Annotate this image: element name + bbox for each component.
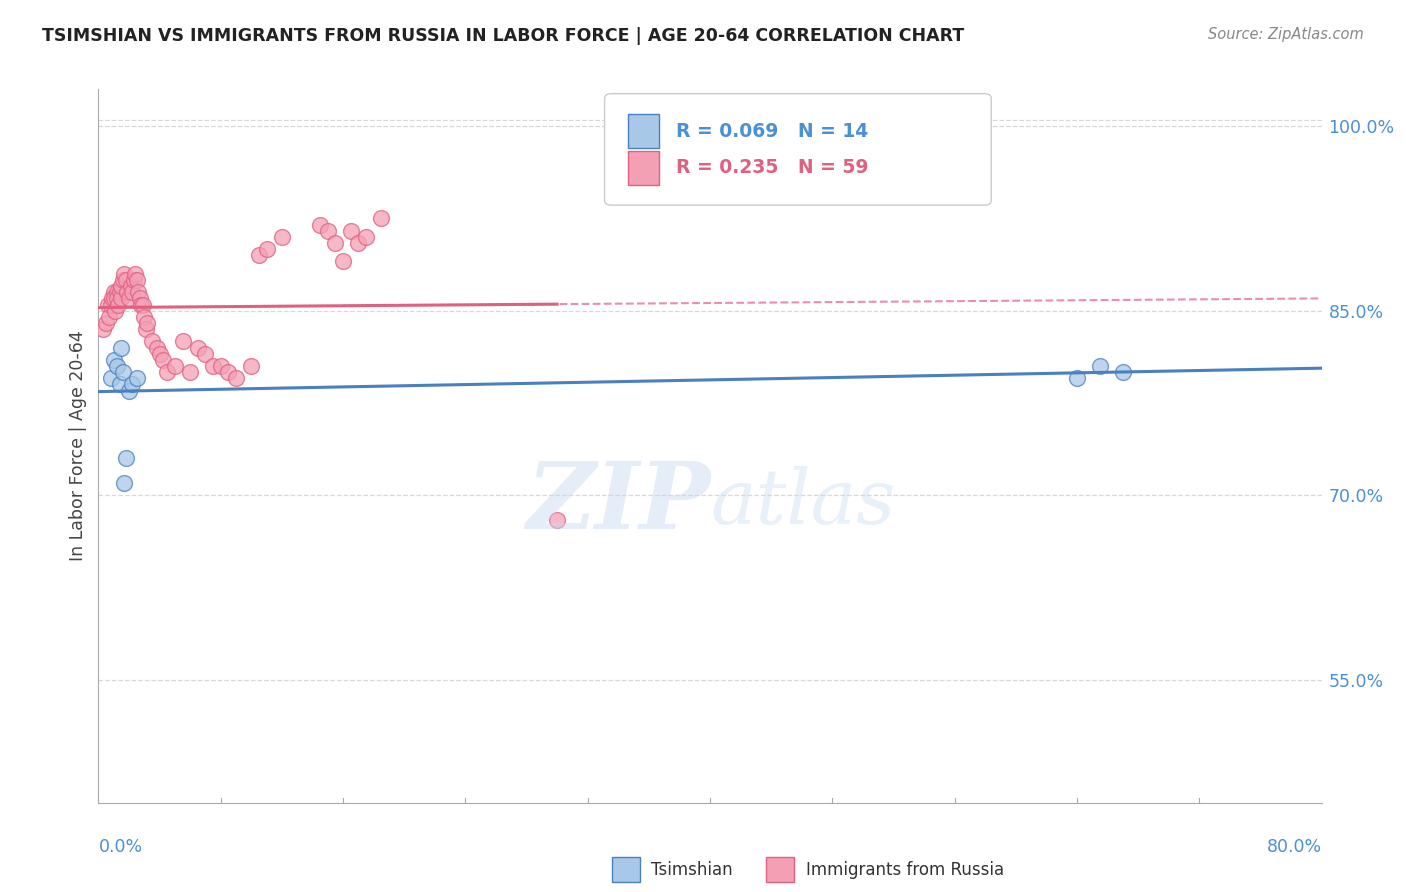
Point [247,248,270,262]
Point [163,359,186,373]
Point [118,291,141,305]
Point [152,352,174,367]
Point [270,230,294,244]
Point [141,334,163,349]
Point [103,285,125,300]
Point [217,365,239,379]
Point [122,273,145,287]
Point [332,254,354,268]
Point [118,384,141,398]
Point [194,347,217,361]
Point [354,230,377,244]
Point [98,310,121,324]
Point [125,371,148,385]
Point [347,235,370,250]
Point [134,310,156,324]
Point [128,291,150,305]
Point [121,285,143,300]
Point [370,211,392,226]
Point [108,285,131,300]
Point [105,291,128,305]
Point [129,297,152,311]
Point [1112,365,1135,379]
Point [103,291,125,305]
Point [132,297,155,311]
Text: 80.0%: 80.0% [1267,838,1322,856]
Point [112,475,135,490]
Text: R = 0.235   N = 59: R = 0.235 N = 59 [676,158,869,178]
Point [339,224,361,238]
Point [209,359,232,373]
Text: Tsimshian: Tsimshian [651,861,733,879]
Point [136,316,159,330]
Point [100,297,122,311]
Point [156,365,179,379]
Text: ZIP: ZIP [526,458,710,548]
Point [240,359,263,373]
Point [108,377,131,392]
Point [309,218,332,232]
Point [124,267,146,281]
Point [325,235,347,250]
Point [111,273,134,287]
Text: R = 0.069   N = 14: R = 0.069 N = 14 [676,121,869,141]
Point [115,273,138,287]
Point [125,273,148,287]
Point [172,334,194,349]
Point [91,322,114,336]
Point [112,267,135,281]
Point [104,303,127,318]
Point [145,341,167,355]
Point [100,371,122,385]
Point [110,291,132,305]
Text: atlas: atlas [710,467,896,540]
Text: 0.0%: 0.0% [98,838,142,856]
Point [117,285,139,300]
Point [202,359,225,373]
Point [225,371,247,385]
Point [127,285,149,300]
Point [115,451,138,466]
Point [187,341,209,355]
Text: Source: ZipAtlas.com: Source: ZipAtlas.com [1208,27,1364,42]
Point [546,513,568,527]
Point [1066,371,1088,385]
Point [105,359,128,373]
Point [101,291,124,305]
Point [103,352,125,367]
Point [120,279,142,293]
Point [149,347,172,361]
Point [110,341,132,355]
Point [110,279,132,293]
Text: Immigrants from Russia: Immigrants from Russia [806,861,1004,879]
Point [135,322,157,336]
Point [316,224,339,238]
Point [121,377,143,392]
Y-axis label: In Labor Force | Age 20-64: In Labor Force | Age 20-64 [69,331,87,561]
Point [1088,359,1111,373]
Point [97,297,120,311]
Point [105,285,128,300]
Point [94,316,117,330]
Point [256,242,278,256]
Point [179,365,201,379]
Point [111,365,134,379]
Text: TSIMSHIAN VS IMMIGRANTS FROM RUSSIA IN LABOR FORCE | AGE 20-64 CORRELATION CHART: TSIMSHIAN VS IMMIGRANTS FROM RUSSIA IN L… [42,27,965,45]
Point [107,297,129,311]
